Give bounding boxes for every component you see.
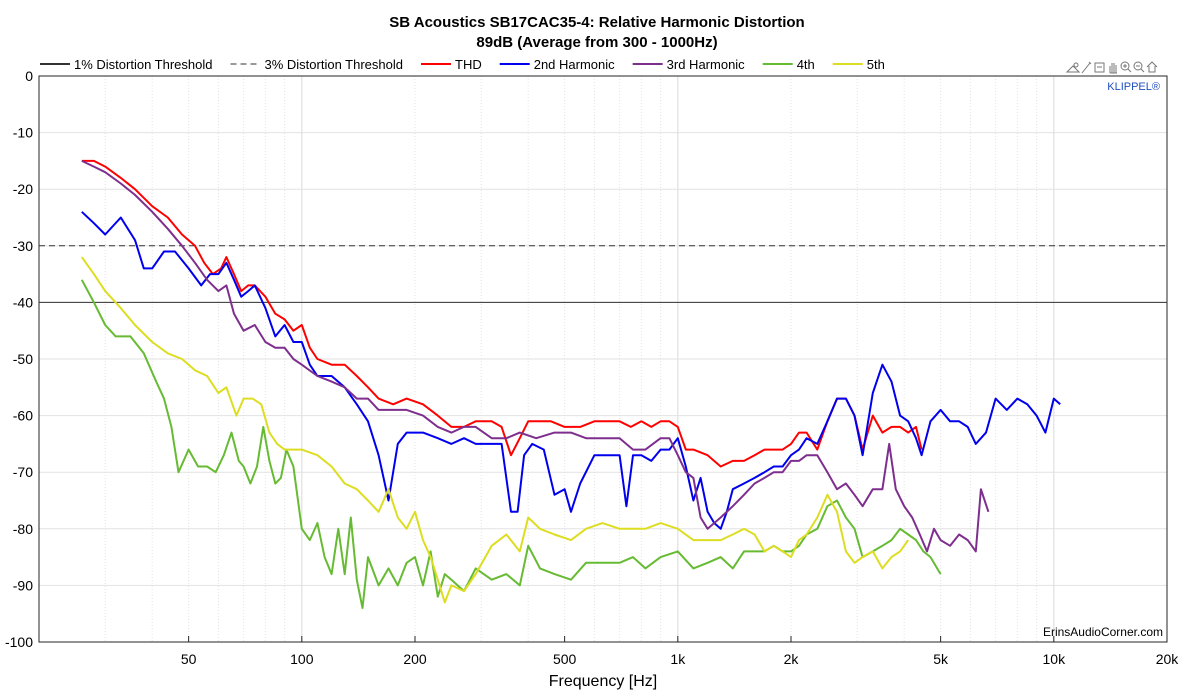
brush-icon[interactable] [1081, 61, 1092, 74]
legend-label: 4th [797, 57, 815, 72]
series-line [81, 211, 1061, 530]
series-line [80, 279, 942, 609]
chart-title: SB Acoustics SB17CAC35-4: Relative Harmo… [389, 14, 804, 31]
y-tick-label: -20 [13, 181, 33, 197]
series-line [81, 159, 990, 553]
datatip-icon[interactable] [1094, 62, 1105, 73]
legend-label: THD [455, 57, 482, 72]
legend-label: 3% Distortion Threshold [265, 57, 404, 72]
y-tick-label: -90 [13, 577, 33, 593]
x-tick-label: 2k [784, 651, 800, 667]
plot-frame [38, 75, 1168, 643]
x-tick-label: 200 [403, 651, 427, 667]
y-tick-label: -60 [13, 408, 33, 424]
legend: 1% Distortion Threshold 3% Distortion Thr… [40, 57, 885, 72]
x-tick-label: 1k [670, 651, 686, 667]
series-lines [80, 159, 1061, 609]
x-tick-label: 50 [181, 651, 197, 667]
legend-label: 3rd Harmonic [667, 57, 746, 72]
threshold-lines [39, 245, 1167, 303]
y-tick-label: -50 [13, 351, 33, 367]
site-watermark: ErinsAudioCorner.com [1043, 625, 1163, 639]
x-tick-label: 20k [1156, 651, 1180, 667]
grid [39, 75, 1167, 643]
x-tick-label: 10k [1043, 651, 1067, 667]
x-tick-label: 5k [933, 651, 949, 667]
series-line [81, 159, 923, 468]
home-icon[interactable] [1146, 61, 1158, 73]
x-tick-label: 100 [290, 651, 314, 667]
export-icon[interactable] [1065, 62, 1081, 73]
series-line [80, 256, 910, 604]
legend-label: 5th [867, 57, 885, 72]
pan-icon[interactable] [1109, 63, 1117, 74]
y-tick-label: -10 [13, 125, 33, 141]
x-axis-label: Frequency [Hz] [549, 673, 657, 690]
y-tick-label: -30 [13, 238, 33, 254]
zoom-out-icon[interactable] [1133, 61, 1145, 73]
y-tick-label: -80 [13, 521, 33, 537]
y-tick-label: -70 [13, 464, 33, 480]
legend-label: 2nd Harmonic [534, 57, 615, 72]
y-tick-label: 0 [25, 68, 33, 84]
x-tick-label: 500 [553, 651, 577, 667]
plot-toolbar [1065, 61, 1158, 74]
zoom-in-icon[interactable] [1120, 61, 1132, 73]
y-tick-label: -100 [5, 634, 33, 650]
klippel-brand: KLIPPEL® [1107, 81, 1160, 93]
chart-subtitle: 89dB (Average from 300 - 1000Hz) [476, 34, 717, 51]
y-tick-label: -40 [13, 294, 33, 310]
legend-label: 1% Distortion Threshold [74, 57, 213, 72]
axis-ticks: 50 100 200 500 1k 2k 5k 10k 20k 0 -10 -20 -30 -40 -50 -… [5, 68, 1179, 667]
